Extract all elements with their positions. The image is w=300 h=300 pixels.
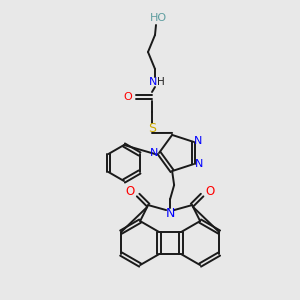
- Text: N: N: [149, 77, 157, 87]
- Text: N: N: [150, 148, 158, 158]
- Text: S: S: [148, 122, 156, 134]
- Text: O: O: [125, 184, 135, 198]
- Text: N: N: [194, 136, 202, 146]
- Text: H: H: [157, 77, 165, 87]
- Text: O: O: [124, 92, 132, 102]
- Text: N: N: [165, 207, 175, 220]
- Text: HO: HO: [149, 13, 167, 23]
- Text: O: O: [206, 184, 215, 198]
- Text: N: N: [195, 159, 204, 169]
